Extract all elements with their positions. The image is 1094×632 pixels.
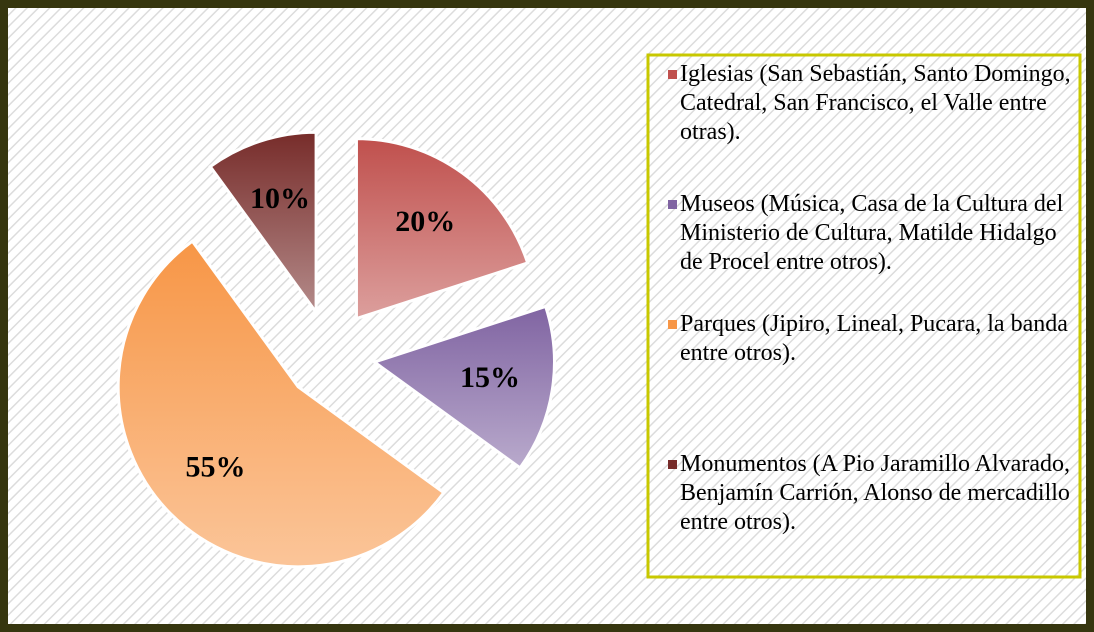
legend-marker [668,320,677,329]
legend-entry: Parques (Jipiro, Lineal, Pucara, la band… [668,310,1078,368]
pie-slice [208,130,318,317]
legend-label: Parques (Jipiro, Lineal, Pucara, la band… [680,311,1068,366]
legend-entry: Monumentos (A Pio Jaramillo Alvarado, Be… [668,450,1078,537]
legend-label: Iglesias (San Sebastián, Santo Domingo, … [680,61,1071,145]
legend-label: Museos (Música, Casa de la Cultura del M… [680,191,1064,275]
data-label: 55% [185,450,245,483]
legend-marker [668,70,677,79]
legend-marker [668,200,677,209]
pie-slice [116,239,446,569]
legend-label: Monumentos (A Pio Jaramillo Alvarado, Be… [680,451,1070,535]
data-label: 15% [460,361,520,394]
legend-marker [668,460,677,469]
pie-slice [354,137,530,321]
pie-slice [371,304,556,470]
legend-entry: Museos (Música, Casa de la Cultura del M… [668,190,1078,277]
data-label: 20% [395,205,455,238]
data-label: 10% [250,182,310,215]
legend-entry: Iglesias (San Sebastián, Santo Domingo, … [668,60,1078,147]
legend-box [646,53,1082,579]
